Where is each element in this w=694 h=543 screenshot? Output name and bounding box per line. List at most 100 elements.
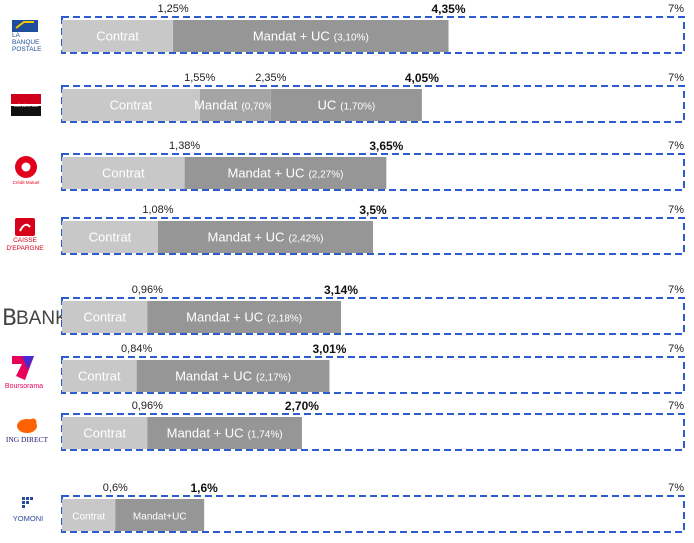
segment-label: Contrat [96,29,139,44]
bank-row: YOMONI Contrat Mandat+UC 0,6% 1,6% 7% [13,481,685,533]
bank-row: ING DIRECT Contrat Mandat + UC (1,74%) 0,96%… [6,399,685,451]
logo-shape [21,162,31,172]
segment-label: Contrat [83,426,126,441]
contrat-segment [62,89,200,121]
segment-name: Mandat + UC [186,310,263,325]
segment-name: Mandat + UC [227,166,304,181]
breakpoint-label: 0,96% [132,400,163,412]
segment-name: Mandat [194,98,238,113]
segment-name: Mandat + UC [175,369,252,384]
segment-label: Contrat [83,310,126,325]
breakpoint-label: 0,96% [132,284,163,296]
logo-stroke [15,21,34,29]
segment-label: Contrat [72,512,105,523]
segment-value: (1,74%) [248,430,283,441]
segment-label: Mandat + UC (2,18%) [186,310,302,325]
contrat-segment [62,417,148,449]
logo-text: Crédit Mutuel [13,180,40,185]
max-fee-label: 7% [668,482,684,494]
contrat-segment [62,157,185,189]
contrat-segment [62,499,116,531]
ing-direct-lion-logo-icon: ING DIRECT [6,418,49,444]
total-fee-label: 4,05% [405,71,439,85]
segment-name: Contrat [96,29,139,44]
segment-value: (2,17%) [256,373,291,384]
segment-name: Contrat [78,369,121,384]
segment-value: (0,70%) [241,102,276,113]
contrat-segment [62,360,137,392]
max-fee-label: 7% [668,140,684,152]
max-fee-label: 7% [668,343,684,355]
segment-label: Contrat [110,98,153,113]
logo-text: BANK [16,308,68,329]
mandat-uc-segment [147,301,342,333]
contrat-segment [62,20,174,52]
segment-label: Mandat + UC (3,10%) [253,29,369,44]
logo-shape [26,501,29,504]
mandat-uc-segment [136,360,330,392]
cic-logo-icon: Crédit Mutuel [13,156,40,185]
breakpoint-label: 1,55% [184,72,215,84]
segment-label: Contrat [89,230,132,245]
logo-shape [11,104,41,106]
logo-stroke [19,223,31,232]
segment-name: Contrat [83,310,126,325]
segment-label: Mandat+UC [133,512,187,523]
logo-shape [22,356,34,370]
logo-mark: B [2,306,17,331]
total-fee-label: 3,01% [312,342,346,356]
contrat-segment [62,301,148,333]
segment-label: Mandat + UC (2,42%) [207,230,323,245]
segment-name: Contrat [102,166,145,181]
segment-value: (2,27%) [308,170,343,181]
breakpoint-label: 1,08% [142,204,173,216]
logo-text: LA [12,32,21,39]
max-fee-label: 7% [668,400,684,412]
segment-value: (2,18%) [267,314,302,325]
mandat-uc-segment [199,89,271,121]
segment-label: Contrat [102,166,145,181]
logo-text: YOMONI [13,514,43,523]
breakpoint-label: 0,84% [121,343,152,355]
societe-generale-logo-icon: GÉNÉRALE [11,94,41,116]
breakpoint-label: 0,6% [103,482,128,494]
max-fee-label: 7% [668,3,684,15]
total-fee-label: 3,5% [359,203,387,217]
logo-text: ING DIRECT [6,435,49,444]
total-fee-label: 3,14% [324,283,358,297]
mandat-uc-segment [184,157,387,189]
segment-name: Mandat + UC [167,426,244,441]
logo-text: GÉNÉRALE [14,102,39,108]
logo-shape [15,218,35,236]
contrat-segment [62,221,158,253]
max-fee-label: 7% [668,284,684,296]
segment-name: Contrat [72,512,105,523]
segment-name: Mandat + UC [207,230,284,245]
mandat-uc-segment [173,20,449,52]
segment-value: (2,42%) [288,234,323,245]
segment-name: Mandat + UC [253,29,330,44]
segment-label: Mandat + UC (2,27%) [227,166,343,181]
mandat-uc-segment [270,89,422,121]
logo-shape [22,501,25,504]
segment-value: (3,10%) [334,33,369,44]
total-fee-label: 4,35% [432,2,466,16]
logo-text: BANQUE [12,39,40,46]
breakpoint-label: 1,38% [169,140,200,152]
segment-name: Mandat+UC [133,512,187,523]
segment-name: UC [317,98,336,113]
logo-shape [30,497,33,500]
segment-label: Contrat [78,369,121,384]
logo-shape [11,105,41,116]
bank-row: Crédit Mutuel Contrat Mandat + UC (2,27%) 1,… [13,139,685,191]
max-fee-label: 7% [668,72,684,84]
mandat-uc-segment [157,221,373,253]
breakpoint-label: 1,25% [157,3,188,15]
segment-label: UC (1,70%) [317,98,375,113]
segment-label: Mandat + UC (2,17%) [175,369,291,384]
logo-text: D'EPARGNE [6,245,44,252]
